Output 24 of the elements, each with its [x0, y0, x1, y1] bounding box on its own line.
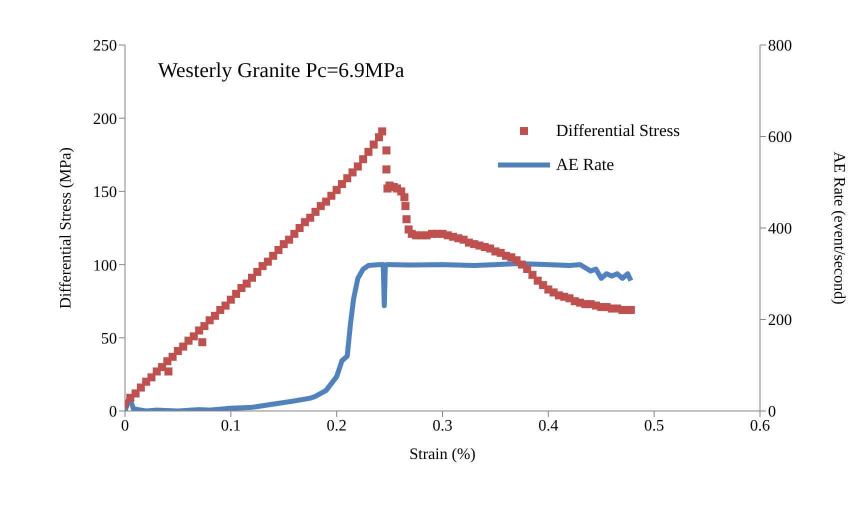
x-tick-label: 0.1 [220, 417, 241, 434]
y-tick-label: 100 [93, 257, 117, 274]
y2-tick-label: 0 [768, 404, 776, 421]
y-tick-label: 250 [93, 38, 117, 55]
y2-tick-label: 800 [768, 38, 792, 55]
y2-tick-label: 200 [768, 312, 792, 330]
x-axis-title: Strain (%) [409, 446, 476, 463]
y2-axis-title: AE Rate (event/second) [830, 152, 848, 304]
x-tick-label: 0.2 [326, 417, 347, 434]
y-tick-label: 200 [93, 110, 117, 128]
x-tick-label: 0.6 [750, 417, 770, 434]
x-tick-label: 0.3 [432, 417, 452, 434]
x-tick-label: 0.5 [644, 417, 664, 434]
y-tick-label: 0 [109, 404, 117, 421]
y2-tick-label: 600 [768, 129, 792, 146]
x-tick-label: 0.4 [538, 417, 558, 434]
y-tick-label: 150 [93, 184, 117, 202]
y-axis-title: Differential Stress (MPa) [58, 147, 75, 309]
y2-tick-label: 400 [768, 220, 792, 238]
x-tick-label: 0 [121, 417, 129, 434]
text: Westerly Granite Pc=6.9MPa [158, 58, 404, 83]
y-tick-label: 50 [101, 330, 117, 348]
legend-label: Differential Stress [556, 120, 680, 142]
legend-label: AE Rate [556, 154, 614, 176]
